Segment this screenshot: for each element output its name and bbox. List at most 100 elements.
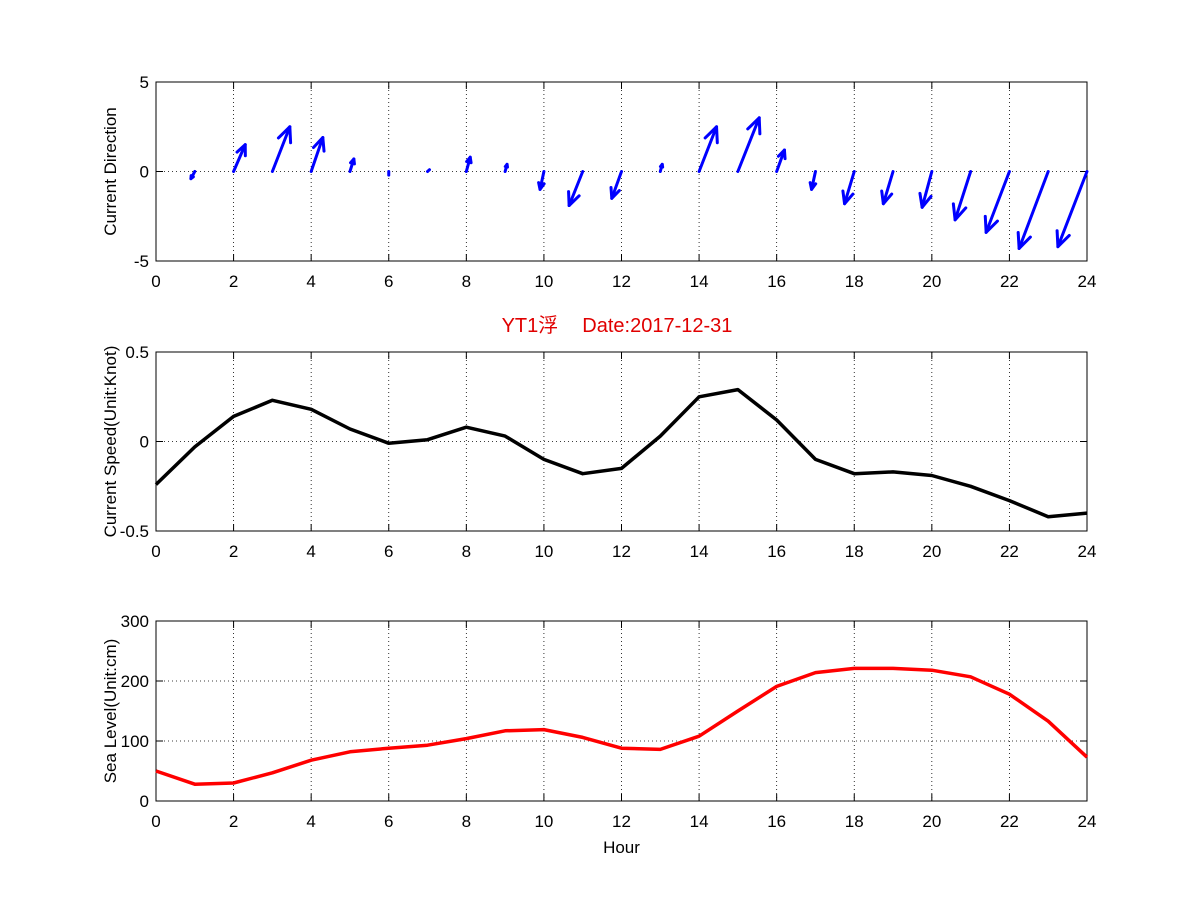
arrow-head: [567, 190, 581, 208]
arrow-shaft: [1017, 170, 1050, 250]
arrow-shaft: [309, 135, 325, 173]
figure-title: YT1浮 Date:2017-12-31: [502, 314, 733, 337]
quiver-arrow: [658, 162, 665, 173]
arrow-head: [808, 181, 818, 191]
y-tick-label: 5: [140, 73, 149, 92]
y-tick-label: 0: [140, 792, 149, 811]
arrow-shaft: [1056, 170, 1089, 249]
arrow-head: [983, 214, 999, 234]
title-date: Date:2017-12-31: [582, 315, 732, 337]
y-axis-label: Current Speed(Unit:Knot): [101, 346, 120, 538]
quiver-arrow: [951, 170, 973, 222]
arrow-head: [235, 143, 247, 158]
arrow-shaft: [270, 125, 292, 173]
x-tick-label: 12: [612, 542, 631, 561]
quiver-arrow: [426, 168, 431, 173]
y-tick-label: 100: [121, 732, 149, 751]
arrow-shaft: [920, 170, 934, 209]
arrow-shaft: [426, 168, 431, 173]
x-axis-label: Hour: [603, 838, 640, 857]
x-tick-label: 6: [384, 542, 393, 561]
x-tick-label: 8: [462, 272, 471, 291]
y-tick-label: 200: [121, 672, 149, 691]
x-tick-label: 12: [612, 812, 631, 831]
arrow-head: [880, 189, 894, 206]
quiver-arrow: [609, 170, 623, 200]
x-tick-label: 8: [462, 542, 471, 561]
x-tick-label: 6: [384, 812, 393, 831]
x-tick-label: 12: [612, 272, 631, 291]
y-tick-label: 300: [121, 612, 149, 631]
quiver-arrow: [567, 170, 585, 208]
arrow-shaft: [881, 170, 895, 206]
arrow-head: [1016, 230, 1032, 250]
arrow-head: [1055, 229, 1071, 249]
x-tick-label: 0: [151, 272, 160, 291]
quiver-arrow: [189, 170, 197, 181]
arrow-shaft: [775, 148, 786, 173]
arrow-head: [918, 191, 933, 209]
x-tick-label: 16: [767, 542, 786, 561]
arrow-shaft: [567, 170, 585, 208]
quiver-arrow: [348, 157, 356, 173]
x-tick-label: 22: [1000, 812, 1019, 831]
arrow-shaft: [984, 170, 1011, 234]
arrow-head: [349, 157, 356, 166]
x-tick-label: 8: [462, 812, 471, 831]
quiver-arrow: [270, 125, 293, 173]
x-tick-label: 14: [690, 542, 709, 561]
x-tick-label: 10: [534, 812, 553, 831]
x-tick-label: 2: [229, 542, 238, 561]
x-tick-label: 20: [922, 812, 941, 831]
x-tick-label: 16: [767, 812, 786, 831]
arrow-head: [276, 125, 293, 145]
arrow-head: [951, 202, 968, 222]
quiver-arrow: [918, 170, 934, 209]
arrow-head: [537, 181, 546, 191]
arrow-head: [703, 125, 719, 145]
x-tick-label: 24: [1078, 542, 1097, 561]
x-tick-label: 18: [845, 812, 864, 831]
x-tick-label: 14: [690, 812, 709, 831]
x-tick-label: 2: [229, 812, 238, 831]
x-tick-label: 22: [1000, 542, 1019, 561]
x-tick-label: 20: [922, 542, 941, 561]
quiver-arrow: [1016, 170, 1050, 250]
y-tick-label: -5: [134, 252, 149, 271]
arrow-head: [503, 162, 510, 169]
arrow-shaft: [843, 170, 856, 206]
y-tick-label: 0: [140, 163, 149, 182]
quiver-arrow: [775, 148, 787, 173]
arrow-head: [658, 162, 665, 169]
x-tick-label: 2: [229, 272, 238, 291]
arrow-shaft: [953, 170, 973, 222]
title-station: YT1浮: [502, 314, 559, 337]
quiver-arrow: [841, 170, 856, 206]
arrow-shaft: [736, 116, 761, 173]
quiver-arrow: [537, 170, 546, 191]
y-axis-label: Current Direction: [101, 107, 120, 236]
x-tick-label: 10: [534, 542, 553, 561]
series-line: [155, 666, 1089, 786]
arrow-head: [465, 155, 473, 165]
arrow-head: [776, 148, 787, 161]
quiver-arrow: [697, 125, 719, 173]
arrow-shaft: [610, 170, 623, 200]
x-tick-label: 4: [306, 272, 315, 291]
y-tick-label: -0.5: [120, 522, 149, 541]
x-tick-label: 18: [845, 542, 864, 561]
quiver-arrow: [1055, 170, 1089, 249]
quiver-arrow: [983, 170, 1011, 234]
x-tick-label: 0: [151, 812, 160, 831]
x-tick-label: 4: [306, 542, 315, 561]
x-tick-label: 0: [151, 542, 160, 561]
quiver-arrow: [232, 143, 247, 173]
x-tick-label: 24: [1078, 812, 1097, 831]
x-tick-label: 18: [845, 272, 864, 291]
x-tick-label: 20: [922, 272, 941, 291]
arrow-head: [841, 189, 855, 206]
